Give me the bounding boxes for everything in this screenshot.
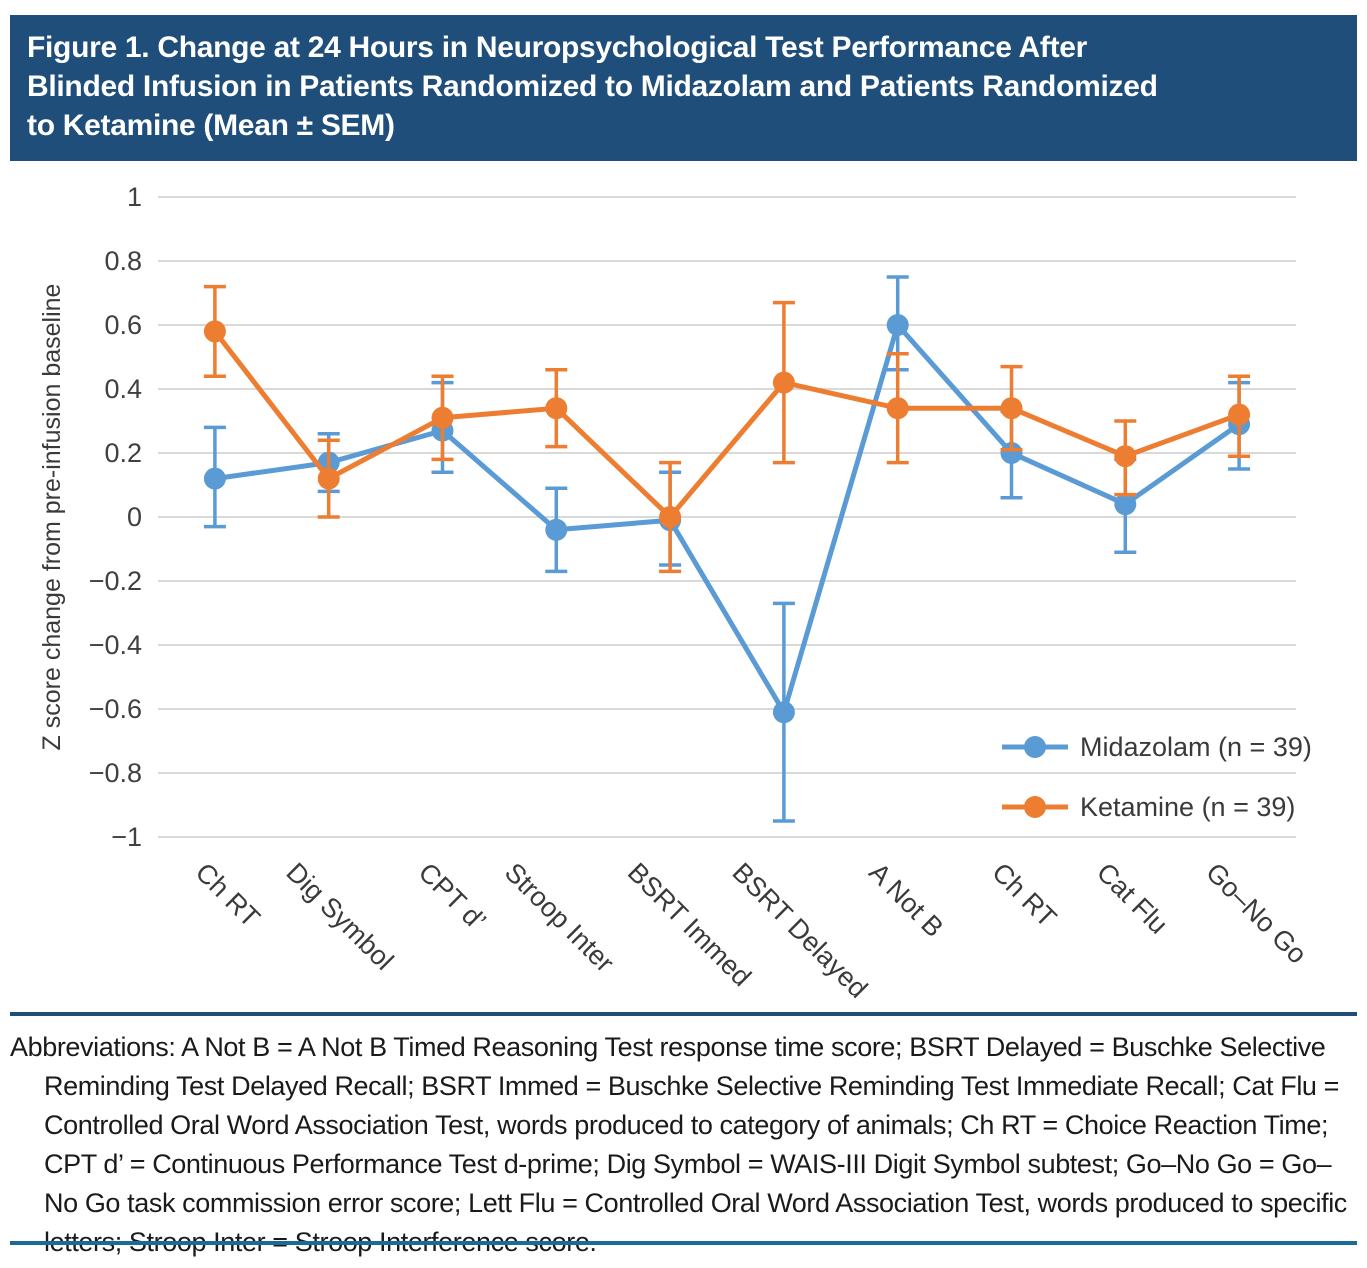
- figure-title-line-3: to Ketamine (Mean ± SEM): [27, 109, 395, 142]
- figure-title-band: Figure 1. Change at 24 Hours in Neuropsy…: [10, 15, 1357, 161]
- y-tick-label: −0.4: [89, 630, 142, 660]
- legend-marker-midazolam: [1024, 736, 1046, 758]
- y-tick-label: 0.4: [104, 374, 142, 404]
- x-category-label: Go–No Go: [1200, 857, 1312, 969]
- abbreviations-footnote: Abbreviations: A Not B = A Not B Timed R…: [10, 1032, 1347, 1257]
- data-point-ketamine-1: [317, 467, 340, 490]
- data-point-midazolam-6: [886, 314, 909, 336]
- series-line-ketamine: [212, 328, 1242, 520]
- footnote-top-rule: [10, 1012, 1357, 1016]
- y-tick-label: 0.2: [104, 438, 142, 468]
- chart-area: 1 0.8 0.6 0.4 0.2 0 −0.2 −0.4 −0.6 −0.8 −1 Z score …: [0, 160, 1367, 1015]
- data-point-midazolam-5: [772, 701, 795, 724]
- y-tick-label: −1: [111, 822, 142, 852]
- data-point-midazolam-7: [1000, 442, 1023, 464]
- data-point-ketamine-9: [1228, 403, 1251, 426]
- data-point-midazolam-3: [545, 518, 568, 541]
- x-category-label: BSRT Delayed: [727, 857, 874, 1004]
- data-point-ketamine-6: [886, 397, 909, 420]
- data-point-ketamine-2: [431, 406, 454, 429]
- x-category-label: Dig Symbol: [280, 857, 399, 976]
- y-tick-label: −0.8: [89, 758, 142, 788]
- figure-bottom-rule: [10, 1241, 1357, 1245]
- y-tick-label: 0: [127, 502, 142, 532]
- y-tick-label: −0.6: [89, 694, 142, 724]
- x-category-label: Cat Flu: [1091, 857, 1174, 940]
- data-point-ketamine-5: [772, 371, 795, 394]
- figure-title-line-1: Figure 1. Change at 24 Hours in Neuropsy…: [27, 31, 1088, 64]
- y-tick-label: 0.8: [104, 246, 142, 276]
- y-axis-title: Z score change from pre-infusion baselin…: [38, 284, 66, 751]
- data-point-ketamine-8: [1114, 445, 1137, 468]
- data-point-ketamine-3: [545, 397, 568, 420]
- legend-label-midazolam: Midazolam (n = 39): [1080, 732, 1312, 762]
- data-point-ketamine-0: [203, 320, 226, 343]
- data-point-midazolam-0: [203, 467, 226, 490]
- data-point-ketamine-4: [659, 506, 682, 528]
- x-category-label: Stroop Inter: [499, 857, 620, 978]
- x-category-label: Ch RT: [986, 857, 1062, 933]
- y-tick-label: 1: [127, 182, 142, 212]
- legend-label-ketamine: Ketamine (n = 39): [1080, 792, 1295, 822]
- x-category-label: A Not B: [863, 857, 949, 943]
- y-tick-label: −0.2: [89, 566, 142, 596]
- series-line-midazolam: [212, 322, 1242, 715]
- figure-title-line-2: Blinded Infusion in Patients Randomized …: [27, 70, 1158, 103]
- x-category-label: Ch RT: [190, 857, 266, 933]
- data-point-ketamine-7: [1000, 397, 1023, 420]
- line-chart-canvas: 1 0.8 0.6 0.4 0.2 0 −0.2 −0.4 −0.6 −0.8 −1 Z score …: [38, 182, 1313, 1004]
- legend-marker-ketamine: [1024, 796, 1046, 818]
- y-tick-label: 0.6: [104, 310, 142, 340]
- data-point-midazolam-8: [1114, 493, 1137, 516]
- x-category-label: CPT d’: [413, 857, 492, 936]
